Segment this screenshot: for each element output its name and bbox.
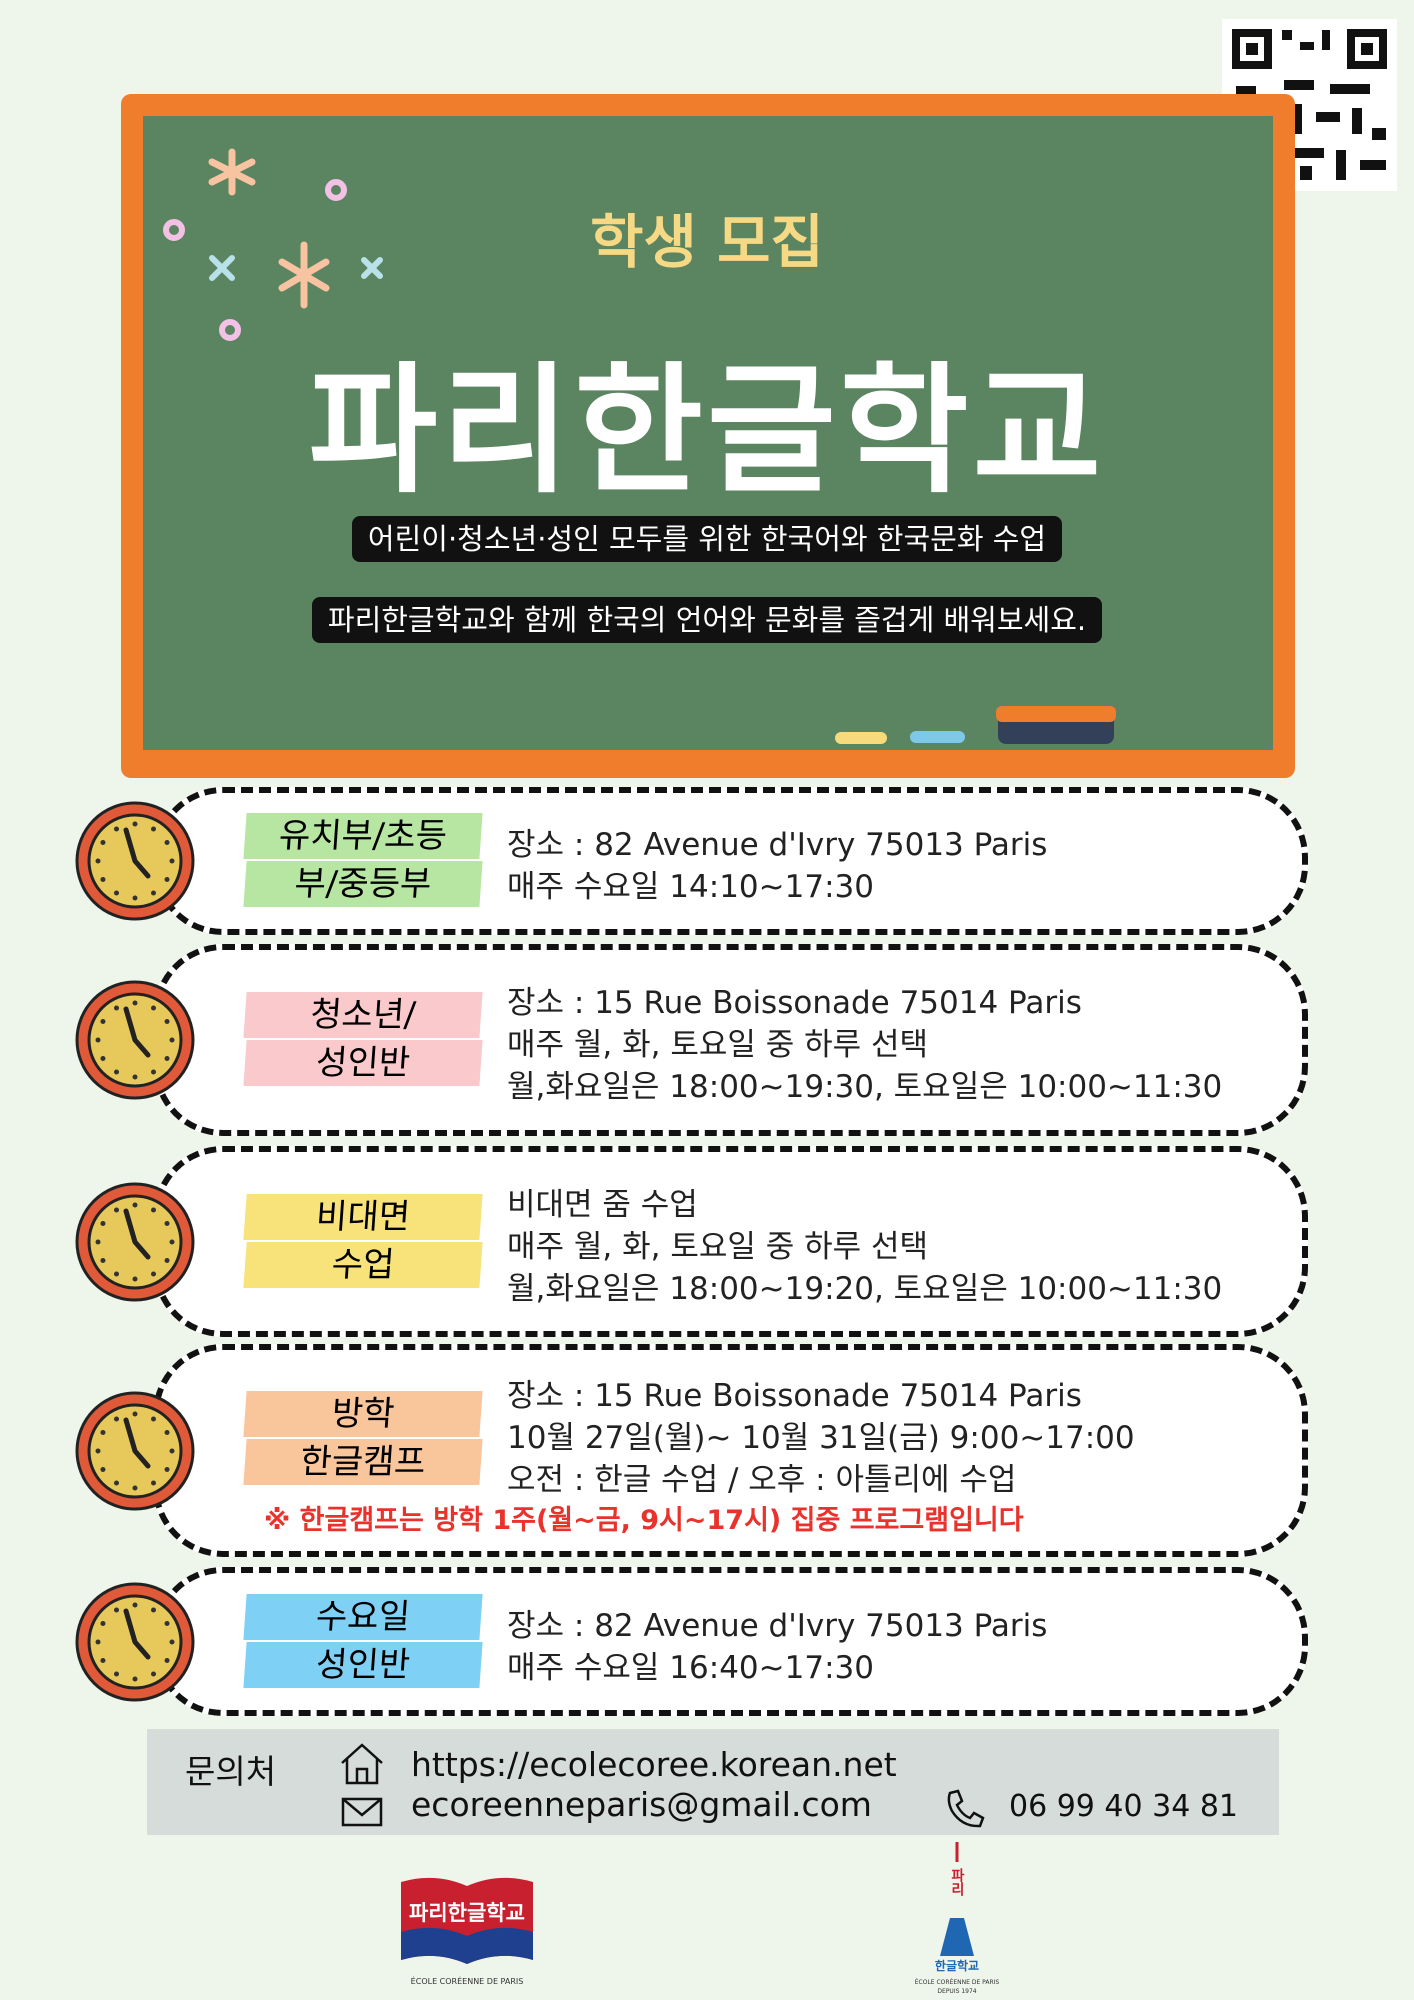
section-line: 매주 월, 화, 토요일 중 하루 선택 — [507, 1027, 929, 1063]
tagline: 어린이·청소년·성인 모두를 위한 한국어와 한국문화 수업 — [0, 516, 1414, 562]
section-box: 청소년/성인반 장소 : 15 Rue Boissonade 75014 Pari… — [153, 944, 1308, 1136]
section-label: 청소년/성인반 — [243, 990, 483, 1088]
website[interactable]: https://ecolecoree.korean.net — [411, 1745, 897, 1784]
logo-text: 한글학교 — [935, 1958, 979, 1973]
label-line: 유치부/초등 — [243, 813, 483, 859]
subtitle: 학생 모집 — [590, 208, 824, 276]
section-label: 방학 한글캠프 — [243, 1389, 483, 1487]
phone[interactable]: 06 99 40 34 81 — [1009, 1789, 1239, 1824]
label-line: 한글캠프 — [243, 1438, 483, 1485]
section-box: 수요일 성인반 장소 : 82 Avenue d'Ivry 75013 Paris 매… — [153, 1567, 1308, 1716]
logo-since: DEPUIS 1974 — [937, 1988, 976, 1995]
section-note: ※ 한글캠프는 방학 1주(월~금, 9시~17시) 집중 프로그램입니다 — [264, 1504, 1024, 1536]
contact-bar: 문의처 https://ecolecoree.korean.net ecoree… — [147, 1729, 1279, 1835]
tagline-text: 파리한글학교와 함께 한국의 언어와 문화를 즐겁게 배워보세요. — [311, 597, 1103, 643]
logo-1: 파리한글학교 ÉCOLE CORÉENNE DE PARIS — [401, 1877, 533, 1986]
section-line: 매주 수요일 16:40~17:30 — [507, 1649, 874, 1686]
section-line: 월,화요일은 18:00~19:30, 토요일은 10:00~11:30 — [507, 1069, 1223, 1105]
section-label: 비대면 수업 — [243, 1192, 483, 1290]
section-line: 매주 수요일 14:10~17:30 — [507, 869, 874, 905]
tagline-text: 어린이·청소년·성인 모두를 위한 한국어와 한국문화 수업 — [351, 516, 1063, 562]
section-line: 장소 : 82 Avenue d'Ivry 75013 Paris — [507, 827, 1048, 863]
label-line: 비대면 — [243, 1193, 483, 1240]
contact-icons — [341, 1743, 383, 1827]
chalkboard — [121, 94, 1295, 778]
email[interactable]: ecoreenneparis@gmail.com — [411, 1785, 872, 1824]
section-line: 장소 : 82 Avenue d'Ivry 75013 Paris — [507, 1607, 1048, 1644]
board-decor — [163, 148, 1116, 744]
logo-2: 파리 한글학교 ÉCOLE CORÉENNE DE PARIS DEPUIS 1… — [915, 1842, 1000, 1995]
label-line: 성인반 — [243, 1040, 483, 1086]
label-line: 청소년/ — [243, 992, 483, 1038]
section-box: 유치부/초등 부/중등부 장소 : 82 Avenue d'Ivry 75013 P… — [153, 787, 1308, 935]
section-line: 장소 : 15 Rue Boissonade 75014 Paris — [507, 1377, 1082, 1414]
section-label: 유치부/초등 부/중등부 — [243, 811, 483, 909]
clock-icon — [75, 801, 195, 921]
tagline: 파리한글학교와 함께 한국의 언어와 문화를 즐겁게 배워보세요. — [0, 597, 1414, 643]
clock-icon — [75, 1582, 195, 1701]
label-line: 성인반 — [243, 1641, 483, 1688]
logo-text: 파리한글학교 — [409, 1901, 525, 1925]
section-line: 오전 : 한글 수업 / 오후 : 아틀리에 수업 — [507, 1461, 1017, 1498]
logo-tower: 파리 — [949, 1868, 965, 1897]
section-box: 방학 한글캠프 장소 : 15 Rue Boissonade 75014 Paris… — [153, 1344, 1308, 1557]
section-line: 매주 월, 화, 토요일 중 하루 선택 — [507, 1228, 929, 1265]
logo-caption: ÉCOLE CORÉENNE DE PARIS — [411, 1975, 524, 1986]
label-line: 방학 — [243, 1390, 483, 1437]
section-line: 장소 : 15 Rue Boissonade 75014 Paris — [507, 985, 1082, 1021]
clock-icon — [75, 1391, 195, 1510]
label-line: 수업 — [243, 1241, 483, 1288]
section-line: 비대면 줌 수업 — [507, 1186, 698, 1223]
clock-icon — [75, 980, 195, 1100]
section-label: 수요일 성인반 — [243, 1592, 483, 1690]
title: 파리한글학교 — [308, 350, 1106, 513]
clock-icon — [75, 1182, 195, 1301]
label-line: 부/중등부 — [243, 861, 483, 907]
label-line: 수요일 — [243, 1593, 483, 1640]
contact-label: 문의처 — [185, 1752, 277, 1791]
logo-caption: ÉCOLE CORÉENNE DE PARIS — [915, 1978, 1000, 1986]
section-line: 10월 27일(월)~ 10월 31일(금) 9:00~17:00 — [507, 1419, 1135, 1456]
section-line: 월,화요일은 18:00~19:20, 토요일은 10:00~11:30 — [507, 1270, 1223, 1307]
phone-icon — [947, 1789, 985, 1828]
